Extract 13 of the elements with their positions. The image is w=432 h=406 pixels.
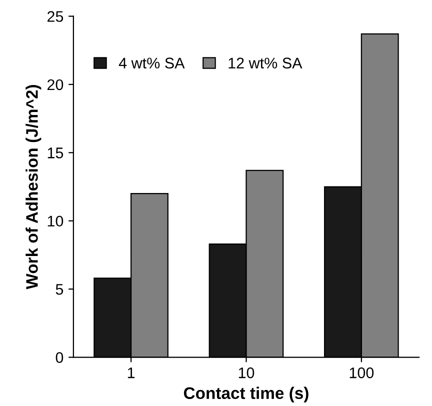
y-tick-label: 20 [47, 79, 64, 90]
y-tick-label: 0 [56, 352, 64, 363]
y-axis-title: Work of Adhesion (J/m^2) [26, 85, 42, 290]
y-tick-label: 10 [48, 216, 64, 227]
x-axis-title: Contact time (s) [184, 386, 308, 402]
x-tick-label: 10 [238, 367, 254, 378]
y-tick-label: 15 [48, 148, 64, 158]
y-tick-label: 25 [47, 11, 64, 22]
y-tick-label: 5 [56, 284, 64, 295]
x-tick-label: 1 [128, 368, 135, 378]
legend-label: 12 wt% SA [228, 58, 302, 68]
x-tick-label: 100 [350, 367, 374, 378]
legend-label: 4 wt% SA [118, 58, 185, 68]
